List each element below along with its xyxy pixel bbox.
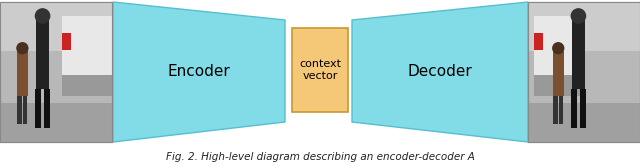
Bar xyxy=(528,2,640,142)
Bar xyxy=(571,89,577,128)
Bar xyxy=(553,96,557,124)
Polygon shape xyxy=(113,2,285,142)
Bar xyxy=(61,75,112,96)
Bar xyxy=(61,16,112,93)
Bar xyxy=(559,96,563,124)
Bar xyxy=(528,2,640,142)
Circle shape xyxy=(16,42,29,54)
Text: Encoder: Encoder xyxy=(168,65,230,79)
Bar xyxy=(44,89,50,128)
Bar xyxy=(528,103,640,142)
Bar xyxy=(61,33,70,50)
Text: Decoder: Decoder xyxy=(408,65,472,79)
Bar xyxy=(553,51,564,96)
Bar xyxy=(35,89,42,128)
Bar xyxy=(580,89,586,128)
Bar xyxy=(23,96,28,124)
Bar xyxy=(534,33,543,50)
Circle shape xyxy=(35,8,51,24)
Bar xyxy=(0,103,112,142)
Bar xyxy=(36,19,49,89)
Polygon shape xyxy=(352,2,528,142)
Text: Fig. 2. High-level diagram describing an encoder-decoder A: Fig. 2. High-level diagram describing an… xyxy=(166,152,474,162)
Bar xyxy=(528,2,640,51)
Bar xyxy=(17,51,28,96)
Bar xyxy=(534,16,584,93)
Bar xyxy=(0,2,112,51)
Bar xyxy=(0,2,112,142)
FancyBboxPatch shape xyxy=(292,28,348,112)
Bar xyxy=(534,75,584,96)
Bar xyxy=(0,2,112,142)
Bar xyxy=(572,19,585,89)
Bar xyxy=(17,96,22,124)
Text: context
vector: context vector xyxy=(299,59,341,81)
Circle shape xyxy=(552,42,564,54)
Circle shape xyxy=(571,8,586,24)
